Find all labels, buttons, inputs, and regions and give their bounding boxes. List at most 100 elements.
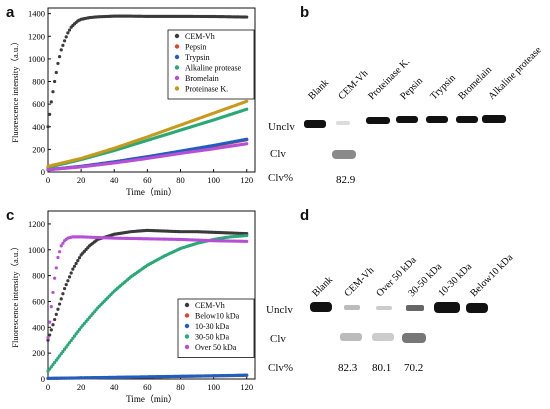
clv-bands bbox=[340, 333, 426, 343]
x-tick-label: 40 bbox=[110, 175, 119, 185]
y-tick-label: 200 bbox=[32, 348, 45, 358]
plot-frame bbox=[47, 210, 256, 380]
data-point bbox=[245, 15, 249, 19]
legend-label: 30-50 kDa bbox=[195, 333, 229, 342]
gel-band bbox=[434, 302, 460, 313]
data-point bbox=[49, 328, 53, 332]
data-point bbox=[61, 292, 65, 296]
panel-letter-a: a bbox=[6, 4, 15, 21]
y-tick-label: 800 bbox=[32, 271, 45, 281]
y-tick-label: 400 bbox=[32, 122, 45, 132]
gel-band bbox=[336, 121, 350, 125]
data-point bbox=[48, 320, 52, 324]
data-point bbox=[64, 35, 68, 39]
y-tick-label: 600 bbox=[32, 99, 45, 109]
legend-marker bbox=[184, 313, 190, 318]
data-point bbox=[69, 338, 73, 343]
data-point bbox=[67, 275, 72, 279]
legend-marker bbox=[174, 65, 180, 70]
data-point bbox=[245, 373, 249, 377]
gel-band bbox=[376, 306, 392, 310]
data-point bbox=[59, 297, 63, 301]
data-point bbox=[61, 241, 65, 245]
unclv-bands bbox=[310, 302, 488, 313]
y-tick-label: 1000 bbox=[28, 245, 45, 255]
legend-marker bbox=[174, 33, 180, 39]
x-tick-label: 100 bbox=[207, 175, 220, 185]
y-tick-label: 1200 bbox=[28, 219, 45, 229]
data-point bbox=[245, 142, 249, 146]
gel-band bbox=[332, 150, 356, 159]
clv-percent: 80.1 bbox=[372, 362, 391, 374]
legend-marker bbox=[174, 54, 180, 60]
gel-image bbox=[300, 104, 516, 168]
data-point bbox=[62, 347, 67, 351]
lane-label: Below10 kDa bbox=[468, 252, 515, 299]
x-tick-label: 60 bbox=[143, 175, 152, 185]
lane-label: Blank bbox=[306, 77, 331, 102]
y-tick-label: 1200 bbox=[28, 31, 45, 41]
x-tick-label: 20 bbox=[77, 175, 86, 185]
data-point bbox=[66, 279, 70, 283]
legend-marker bbox=[184, 302, 190, 308]
lane-label: Alkaline protease bbox=[486, 44, 544, 102]
x-tick-label: 120 bbox=[240, 382, 253, 392]
x-tick-label: 0 bbox=[46, 175, 50, 185]
gel-b: Blank CEM-Vh Proteinase K. Pepsin Trypsi… bbox=[300, 44, 544, 186]
data-point bbox=[48, 333, 52, 337]
data-point bbox=[53, 360, 57, 365]
data-point bbox=[77, 327, 82, 332]
x-tick-label: 80 bbox=[176, 382, 185, 392]
data-point bbox=[48, 367, 52, 371]
legend-box bbox=[177, 298, 255, 358]
y-tick-label: 1000 bbox=[28, 54, 45, 64]
data-point bbox=[51, 363, 55, 367]
y-tick-label: 200 bbox=[32, 144, 45, 154]
data-point bbox=[66, 343, 70, 347]
gel-band bbox=[372, 333, 394, 341]
legend-label: Bromelain bbox=[185, 74, 219, 83]
legend-marker bbox=[184, 334, 190, 339]
legend-label: Below10 kDa bbox=[195, 312, 240, 321]
data-point bbox=[46, 338, 50, 342]
legend-marker bbox=[184, 344, 190, 350]
gel-band bbox=[344, 305, 360, 310]
x-tick-label: 100 bbox=[207, 382, 220, 392]
data-point bbox=[245, 99, 249, 103]
data-point bbox=[64, 283, 68, 287]
chart-a: 0 20 40 60 80 100 1200200400600800100012001400… bbox=[10, 7, 256, 197]
legend-marker bbox=[174, 86, 180, 91]
gel-band bbox=[466, 303, 488, 313]
series-proteinase-k- bbox=[46, 99, 249, 168]
legend-label: Proteinase K. bbox=[185, 85, 228, 94]
gel-d: Blank CEM-Vh Over 50 kDa 30-50 kDa 10-30… bbox=[310, 252, 516, 374]
y-axis-label: Fluorescence intensity（a.u.） bbox=[10, 242, 20, 348]
data-point bbox=[51, 290, 55, 295]
lane-label: Trypsin bbox=[428, 73, 458, 103]
x-axis-label: Time（min） bbox=[126, 187, 177, 197]
data-point bbox=[48, 112, 52, 116]
data-point bbox=[67, 28, 72, 32]
x-tick-label: 0 bbox=[46, 382, 50, 392]
gel-band bbox=[366, 117, 390, 124]
lane-label: Pepsin bbox=[398, 75, 425, 102]
panel-letter-c: c bbox=[6, 207, 15, 224]
data-point bbox=[71, 267, 75, 271]
legend-marker bbox=[174, 44, 180, 49]
legend-label: Alkaline protease bbox=[185, 64, 242, 73]
data-point bbox=[54, 70, 58, 75]
y-tick-label: 1400 bbox=[28, 9, 45, 19]
legend-label: CEM-Vh bbox=[185, 32, 215, 41]
legend-label: CEM-Vh bbox=[195, 301, 225, 310]
gel-band bbox=[406, 305, 424, 311]
panel-letter-d: d bbox=[300, 207, 310, 224]
y-tick-label: 600 bbox=[32, 296, 45, 306]
gel-band bbox=[456, 116, 478, 123]
row-label-clv-pct: Clv% bbox=[268, 172, 294, 184]
x-tick-label: 20 bbox=[77, 382, 86, 392]
data-point bbox=[72, 334, 77, 338]
row-label-clv: Clv bbox=[270, 333, 286, 345]
x-axis-label: Time（min） bbox=[126, 394, 177, 404]
data-point bbox=[57, 354, 62, 358]
